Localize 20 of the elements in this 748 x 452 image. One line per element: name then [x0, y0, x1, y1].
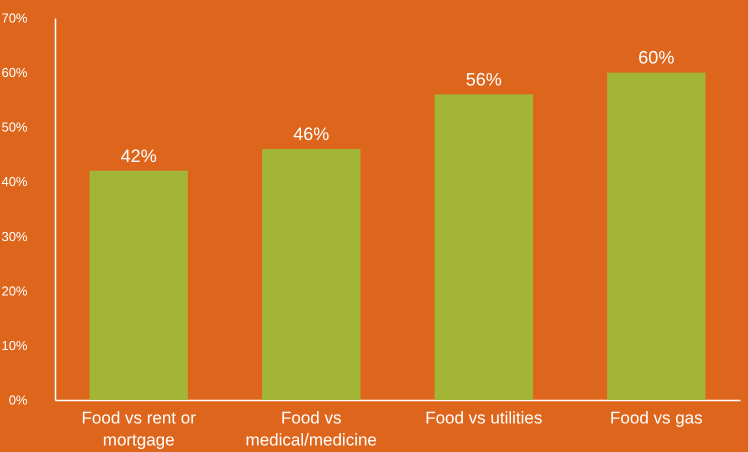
- x-tick-label: Food vs medical/medicine: [246, 408, 377, 450]
- data-label: 42%: [120, 146, 157, 166]
- data-label: 46%: [293, 124, 330, 144]
- y-tick-label: 40%: [1, 174, 28, 190]
- x-tick-label: Food vs gas: [610, 408, 703, 428]
- x-tick-label: Food vs rent or mortgage: [82, 408, 196, 450]
- bar: [607, 72, 706, 400]
- data-label: 56%: [466, 69, 502, 90]
- y-tick-label: 10%: [1, 338, 28, 353]
- y-tick-label: 70%: [1, 10, 28, 26]
- y-tick-label: 50%: [1, 120, 28, 135]
- data-label: 60%: [638, 48, 674, 68]
- y-tick-label: 60%: [1, 65, 28, 80]
- bar: [262, 148, 360, 400]
- bar: [90, 170, 188, 400]
- y-tick-label: 30%: [1, 228, 28, 244]
- y-tick-label: 0%: [8, 392, 28, 408]
- x-tick-label: Food vs utilities: [425, 408, 542, 428]
- bar: [434, 94, 533, 400]
- y-tick-label: 20%: [1, 283, 28, 298]
